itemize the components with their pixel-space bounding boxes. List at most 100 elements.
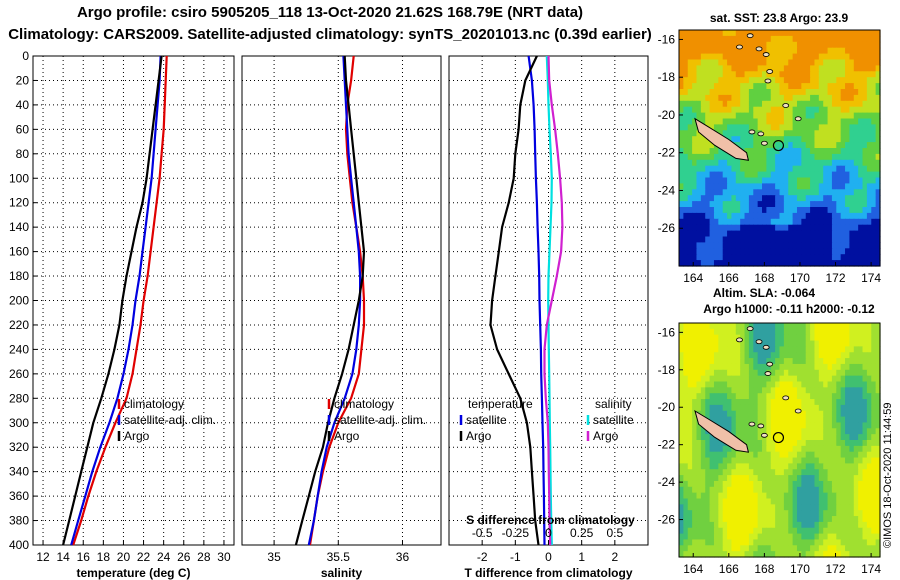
map-cell [709,71,715,78]
island-shape [757,131,765,137]
map-cell [683,112,689,120]
map-cell [818,218,824,226]
map-cell [748,112,754,120]
map-cell [753,230,759,238]
map-cell [853,399,859,406]
map-cell [836,486,842,494]
map-cell [810,516,816,523]
map-cell [748,545,754,552]
map-cell [770,504,776,511]
map-cell [840,387,846,394]
map-cell [862,165,868,173]
map-cell [683,504,689,511]
map-cell [709,510,715,517]
map-cell [700,112,706,120]
map-cell [727,510,733,517]
map-cell [845,59,851,66]
map-cell [853,516,859,523]
map-cell [744,521,750,529]
map-cell [718,212,724,220]
map-cell [792,387,798,394]
map-cell [757,381,763,388]
map-cell [783,363,789,371]
map-cell [875,527,881,535]
map-cell [709,393,715,400]
map-cell [748,254,754,261]
map-cell [727,165,733,173]
map-cell [801,224,807,232]
map-cell [775,428,781,435]
map-cell [740,393,746,400]
map-cell [753,463,759,470]
map-cell [700,387,706,394]
map-cell [705,328,711,336]
map-cell [731,71,737,78]
map-cell [818,410,824,418]
map-cell [853,177,859,184]
map-cell [814,404,820,412]
map-cell [722,71,728,78]
temperature-profile-panel [32,55,235,546]
map-cell [735,545,741,552]
map-cell [705,480,711,488]
map-cell [866,136,872,143]
map-cell [862,207,868,214]
map-cell [849,410,855,418]
map-cell [679,475,684,482]
map-cell [836,369,842,377]
island-shape [748,129,756,135]
map-cell [731,224,737,232]
map-cell [858,533,864,541]
map-cell [718,358,724,365]
map-cell [783,201,789,208]
map-cell [744,212,750,220]
map-cell [796,47,802,55]
map-cell [731,533,737,541]
map-cell [845,469,851,476]
map-cell [731,527,737,535]
map-cell [814,533,820,541]
map-cell [709,35,715,43]
map-cell [757,30,763,37]
map-cell [871,30,877,37]
map-cell [831,195,837,202]
map-cell [740,230,746,238]
map-cell [735,416,741,424]
map-cell [753,47,759,55]
map-cell [805,89,811,96]
map-cell [836,463,842,470]
map-cell [849,65,855,72]
map-cell [705,89,711,96]
map-cell [722,381,728,388]
map-cell [871,521,877,529]
map-cell [831,89,837,96]
map-cell [700,183,706,190]
map-cell [779,492,785,500]
map-cell [866,340,872,347]
map-cell [762,422,767,429]
map-cell [718,463,724,470]
map-cell [705,118,711,125]
map-cell [679,47,684,55]
map-cell [770,53,776,61]
map-cell [801,153,807,161]
map-cell [836,130,842,137]
map-cell [744,346,750,353]
map-cell [792,118,798,125]
map-cell [849,375,855,383]
map-cell [713,463,719,470]
map-cell [687,171,693,179]
map-cell [818,434,824,441]
map-cell [801,159,807,167]
map-cell [692,195,698,202]
map-cell [831,352,837,359]
map-cell [753,207,759,214]
map-cell [718,551,724,558]
map-cell [735,83,741,90]
map-cell [718,41,724,49]
map-cell [713,248,719,255]
map-cell [696,328,702,336]
map-cell [687,428,693,435]
map-cell [748,165,754,173]
map-cell [766,498,772,505]
